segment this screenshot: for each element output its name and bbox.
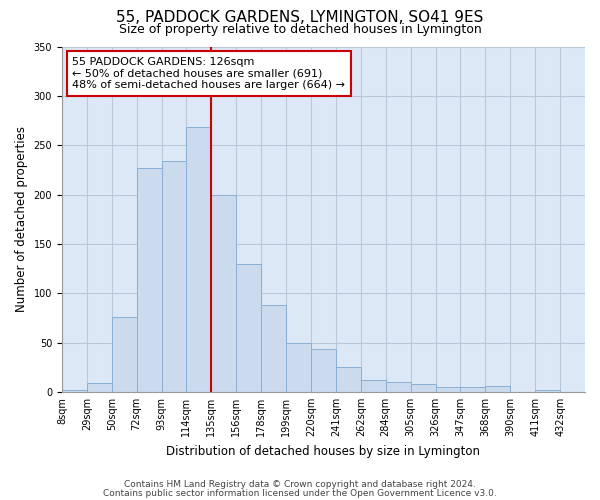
Text: Size of property relative to detached houses in Lymington: Size of property relative to detached ho…	[119, 22, 481, 36]
Text: 55, PADDOCK GARDENS, LYMINGTON, SO41 9ES: 55, PADDOCK GARDENS, LYMINGTON, SO41 9ES	[116, 10, 484, 25]
Text: 55 PADDOCK GARDENS: 126sqm
← 50% of detached houses are smaller (691)
48% of sem: 55 PADDOCK GARDENS: 126sqm ← 50% of deta…	[73, 57, 346, 90]
Bar	[410, 384, 436, 392]
Bar	[311, 348, 336, 392]
Bar	[137, 168, 161, 392]
Text: Contains public sector information licensed under the Open Government Licence v3: Contains public sector information licen…	[103, 488, 497, 498]
Bar	[460, 387, 485, 392]
Bar	[436, 387, 460, 392]
Bar	[112, 317, 137, 392]
Text: Contains HM Land Registry data © Crown copyright and database right 2024.: Contains HM Land Registry data © Crown c…	[124, 480, 476, 489]
Bar	[485, 386, 510, 392]
Bar	[187, 128, 211, 392]
Bar	[161, 161, 187, 392]
Y-axis label: Number of detached properties: Number of detached properties	[15, 126, 28, 312]
Bar	[286, 342, 311, 392]
Bar	[236, 264, 261, 392]
Bar	[261, 305, 286, 392]
Bar	[535, 390, 560, 392]
Bar	[336, 368, 361, 392]
Bar	[361, 380, 386, 392]
Bar	[87, 383, 112, 392]
Bar	[62, 390, 87, 392]
Bar	[386, 382, 410, 392]
X-axis label: Distribution of detached houses by size in Lymington: Distribution of detached houses by size …	[166, 444, 481, 458]
Bar	[211, 194, 236, 392]
